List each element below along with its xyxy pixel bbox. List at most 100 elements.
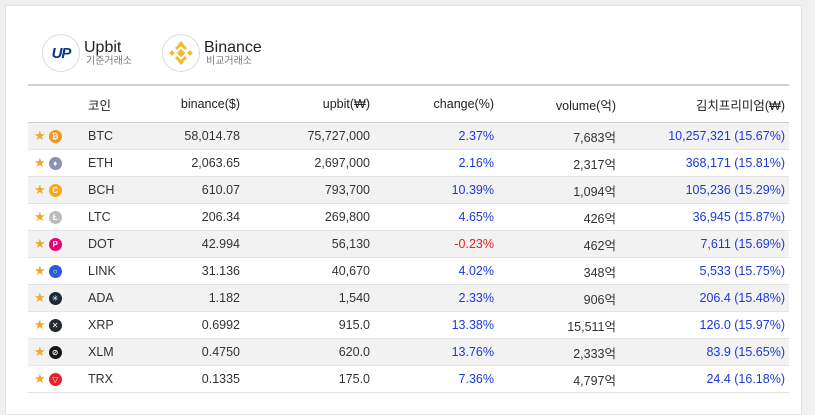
polkadot-icon: P [48,237,62,251]
chainlink-icon: ○ [48,264,62,278]
favorite-star-icon[interactable]: ★ [34,155,46,170]
table-row[interactable]: ★ Ł LTC 206.34 269,800 4.65% 426억 36,945 (15.87… [28,203,789,231]
favorite-star-icon[interactable]: ★ [34,344,46,359]
binance-price: 58,014.78 [132,122,244,150]
coin-icons: ★ ₿ [28,122,84,150]
binance-price: 31.136 [132,257,244,285]
volume: 2,317억 [498,149,620,177]
binance-price: 42.994 [132,230,244,258]
favorite-star-icon[interactable]: ★ [34,290,46,305]
table-row[interactable]: ★ P DOT 42.994 56,130 -0.23% 462억 7,611 (15.69%… [28,230,789,258]
stellar-icon: ⊘ [48,345,62,359]
binance-price: 1.182 [132,284,244,312]
compare-exchange-binance[interactable]: Binance 비교거래소 [162,34,262,72]
table-row[interactable]: ★ ♦ ETH 2,063.65 2,697,000 2.16% 2,317억 368,171… [28,149,789,177]
kimchi-premium: 126.0 (15.97%) [620,311,789,339]
coin-symbol: XLM [84,338,132,366]
change-percent: 2.37% [374,122,498,150]
base-exchange-upbit[interactable]: UP Upbit 기준거래소 [42,34,132,72]
upbit-price: 56,130 [244,230,374,258]
table-row[interactable]: ★ ○ LINK 31.136 40,670 4.02% 348억 5,533 (15.75%… [28,257,789,285]
base-exchange-name: Upbit [84,38,122,56]
bitcoin-cash-icon: C [48,183,62,197]
coin-symbol: BTC [84,122,132,150]
base-exchange-sub: 기준거래소 [86,56,132,68]
coin-icons: ★ C [28,176,84,204]
favorite-star-icon[interactable]: ★ [34,182,46,197]
ethereum-icon: ♦ [48,156,62,170]
change-percent: 13.38% [374,311,498,339]
coin-symbol: ETH [84,149,132,177]
favorite-star-icon[interactable]: ★ [34,128,46,143]
favorite-star-icon[interactable]: ★ [34,236,46,251]
kimchi-premium: 10,257,321 (15.67%) [620,122,789,150]
coin-symbol: TRX [84,365,132,393]
bitcoin-icon: ₿ [48,129,62,143]
upbit-price: 75,727,000 [244,122,374,150]
upbit-price: 269,800 [244,203,374,231]
table-header-row: 코인 binance($) upbit(₩) change(%) volume(… [28,84,789,123]
premium-panel: UP Upbit 기준거래소 [5,5,802,415]
upbit-logo-text: UP [51,44,72,62]
header-volume[interactable]: volume(억) [498,84,620,123]
coin-icons: ★ ▽ [28,365,84,393]
kimchi-premium: 36,945 (15.87%) [620,203,789,231]
binance-price: 610.07 [132,176,244,204]
header-kimchi-premium[interactable]: 김치프리미엄(₩) [620,84,789,123]
table-row[interactable]: ★ ₿ BTC 58,014.78 75,727,000 2.37% 7,683억 10,25… [28,122,789,150]
kimchi-premium: 83.9 (15.65%) [620,338,789,366]
change-percent: 2.16% [374,149,498,177]
upbit-price: 40,670 [244,257,374,285]
coin-icons: ★ ♦ [28,149,84,177]
coin-icons: ★ Ł [28,203,84,231]
coin-icons: ★ ⊘ [28,338,84,366]
compare-exchange-sub: 비교거래소 [206,56,252,68]
coin-icons: ★ ○ [28,257,84,285]
upbit-price: 2,697,000 [244,149,374,177]
header-binance[interactable]: binance($) [132,84,244,123]
litecoin-icon: Ł [48,210,62,224]
favorite-star-icon[interactable]: ★ [34,263,46,278]
change-percent: 7.36% [374,365,498,393]
tron-icon: ▽ [48,372,62,386]
coin-symbol: BCH [84,176,132,204]
table-row[interactable]: ★ C BCH 610.07 793,700 10.39% 1,094억 105,236 (1… [28,176,789,204]
header-upbit[interactable]: upbit(₩) [244,84,374,123]
kimchi-premium: 5,533 (15.75%) [620,257,789,285]
volume: 4,797억 [498,365,620,393]
kimchi-premium: 105,236 (15.29%) [620,176,789,204]
binance-price: 2,063.65 [132,149,244,177]
change-percent: 2.33% [374,284,498,312]
table-row[interactable]: ★ ⊘ XLM 0.4750 620.0 13.76% 2,333억 83.9 (15.65%… [28,338,789,366]
volume: 7,683억 [498,122,620,150]
upbit-price: 175.0 [244,365,374,393]
kimchi-premium: 368,171 (15.81%) [620,149,789,177]
table-row[interactable]: ★ ✕ XRP 0.6992 915.0 13.38% 15,511억 126.0 (15.9… [28,311,789,339]
favorite-star-icon[interactable]: ★ [34,371,46,386]
kimchi-premium: 206.4 (15.48%) [620,284,789,312]
change-percent: 4.65% [374,203,498,231]
volume: 906억 [498,284,620,312]
favorite-star-icon[interactable]: ★ [34,317,46,332]
change-percent: 10.39% [374,176,498,204]
volume: 426억 [498,203,620,231]
favorite-star-icon[interactable]: ★ [34,209,46,224]
header-change[interactable]: change(%) [374,84,498,123]
compare-exchange-name: Binance [204,38,262,56]
volume: 462억 [498,230,620,258]
binance-price: 0.6992 [132,311,244,339]
volume: 1,094억 [498,176,620,204]
upbit-logo-icon: UP [42,34,80,72]
binance-price: 0.4750 [132,338,244,366]
upbit-price: 793,700 [244,176,374,204]
kimchi-premium: 7,611 (15.69%) [620,230,789,258]
premium-table: 코인 binance($) upbit(₩) change(%) volume(… [28,84,789,393]
coin-symbol: LINK [84,257,132,285]
table-row[interactable]: ★ ✳ ADA 1.182 1,540 2.33% 906억 206.4 (15.48%) [28,284,789,312]
binance-price: 0.1335 [132,365,244,393]
coin-symbol: LTC [84,203,132,231]
header-coin[interactable]: 코인 [84,84,132,123]
table-row[interactable]: ★ ▽ TRX 0.1335 175.0 7.36% 4,797억 24.4 (16.18%) [28,365,789,393]
coin-symbol: DOT [84,230,132,258]
coin-symbol: ADA [84,284,132,312]
